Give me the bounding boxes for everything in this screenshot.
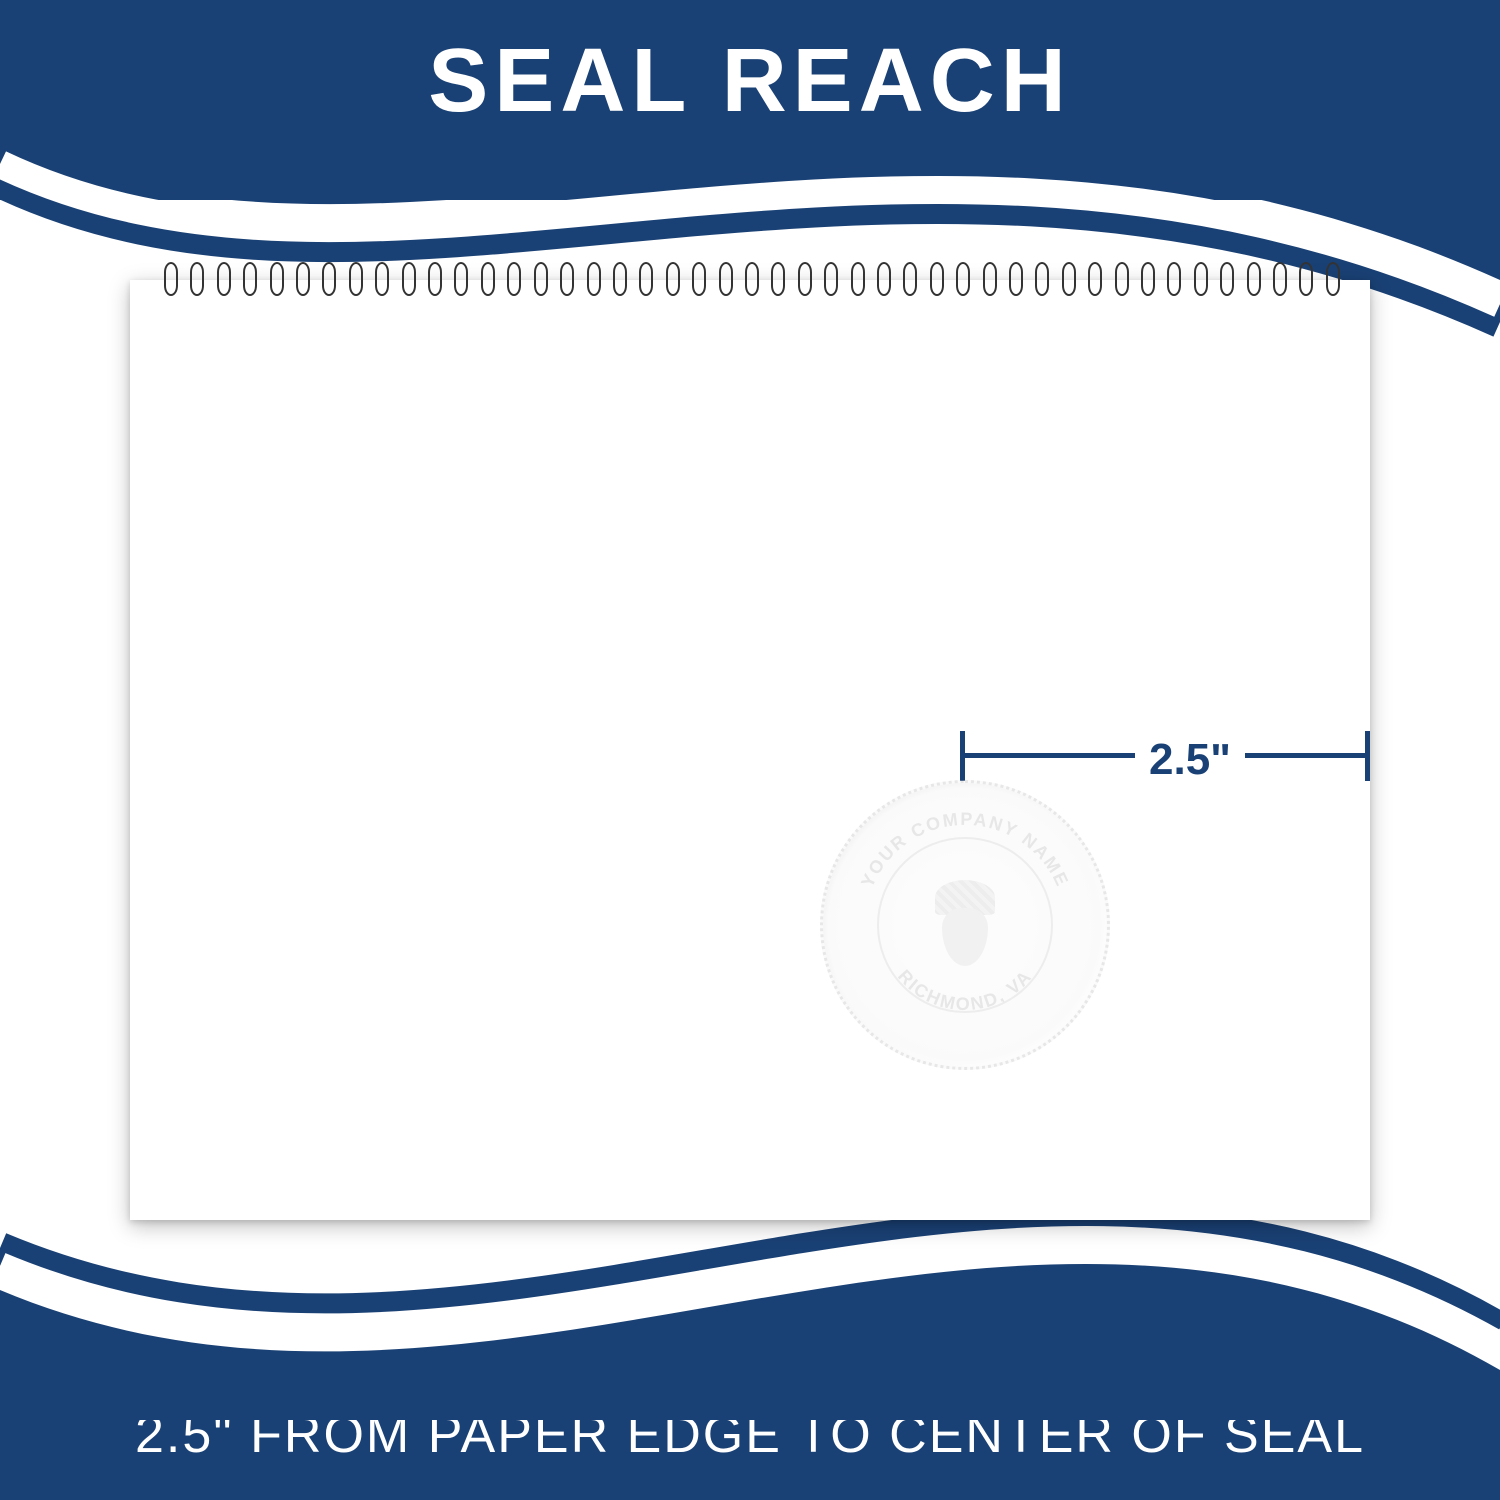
spiral-ring bbox=[477, 262, 495, 298]
spiral-ring bbox=[741, 262, 759, 298]
spiral-ring bbox=[1163, 262, 1181, 298]
spiral-ring bbox=[266, 262, 284, 298]
spiral-ring bbox=[873, 262, 891, 298]
spiral-ring bbox=[530, 262, 548, 298]
spiral-ring bbox=[1058, 262, 1076, 298]
acorn-icon bbox=[930, 880, 1000, 970]
seal-outer-ring: YOUR COMPANY NAME RICHMOND, VA bbox=[820, 780, 1110, 1070]
spiral-ring bbox=[979, 262, 997, 298]
spiral-ring bbox=[688, 262, 706, 298]
spiral-ring bbox=[239, 262, 257, 298]
spiral-ring bbox=[1295, 262, 1313, 298]
spiral-ring bbox=[292, 262, 310, 298]
spiral-ring bbox=[609, 262, 627, 298]
spiral-ring bbox=[767, 262, 785, 298]
spiral-ring bbox=[1269, 262, 1287, 298]
spiral-ring bbox=[952, 262, 970, 298]
spiral-ring bbox=[556, 262, 574, 298]
dimension-label: 2.5" bbox=[1135, 735, 1245, 785]
spiral-ring bbox=[1243, 262, 1261, 298]
dimension-cap-right bbox=[1365, 731, 1370, 781]
spiral-ring bbox=[583, 262, 601, 298]
spiral-ring bbox=[794, 262, 812, 298]
dimension-indicator: 2.5" bbox=[960, 725, 1370, 785]
spiral-ring bbox=[635, 262, 653, 298]
spiral-ring bbox=[345, 262, 363, 298]
spiral-ring bbox=[926, 262, 944, 298]
spiral-ring bbox=[1216, 262, 1234, 298]
spiral-ring bbox=[1084, 262, 1102, 298]
spiral-binding bbox=[160, 262, 1340, 302]
spiral-ring bbox=[847, 262, 865, 298]
notepad: 2.5" YOUR COMPANY NAME RICHMOND, VA bbox=[130, 280, 1370, 1220]
spiral-ring bbox=[1005, 262, 1023, 298]
spiral-ring bbox=[820, 262, 838, 298]
spiral-ring bbox=[1190, 262, 1208, 298]
spiral-ring bbox=[160, 262, 178, 298]
spiral-ring bbox=[715, 262, 733, 298]
spiral-ring bbox=[899, 262, 917, 298]
page-title: SEAL REACH bbox=[428, 30, 1071, 133]
seal-inner-ring bbox=[877, 837, 1053, 1013]
spiral-ring bbox=[1322, 262, 1340, 298]
spiral-ring bbox=[186, 262, 204, 298]
spiral-ring bbox=[662, 262, 680, 298]
spiral-ring bbox=[371, 262, 389, 298]
spiral-ring bbox=[398, 262, 416, 298]
spiral-ring bbox=[318, 262, 336, 298]
spiral-ring bbox=[450, 262, 468, 298]
embossed-seal: YOUR COMPANY NAME RICHMOND, VA bbox=[820, 780, 1110, 1070]
spiral-ring bbox=[1111, 262, 1129, 298]
spiral-ring bbox=[503, 262, 521, 298]
spiral-ring bbox=[1031, 262, 1049, 298]
spiral-ring bbox=[213, 262, 231, 298]
spiral-ring bbox=[1137, 262, 1155, 298]
spiral-ring bbox=[424, 262, 442, 298]
